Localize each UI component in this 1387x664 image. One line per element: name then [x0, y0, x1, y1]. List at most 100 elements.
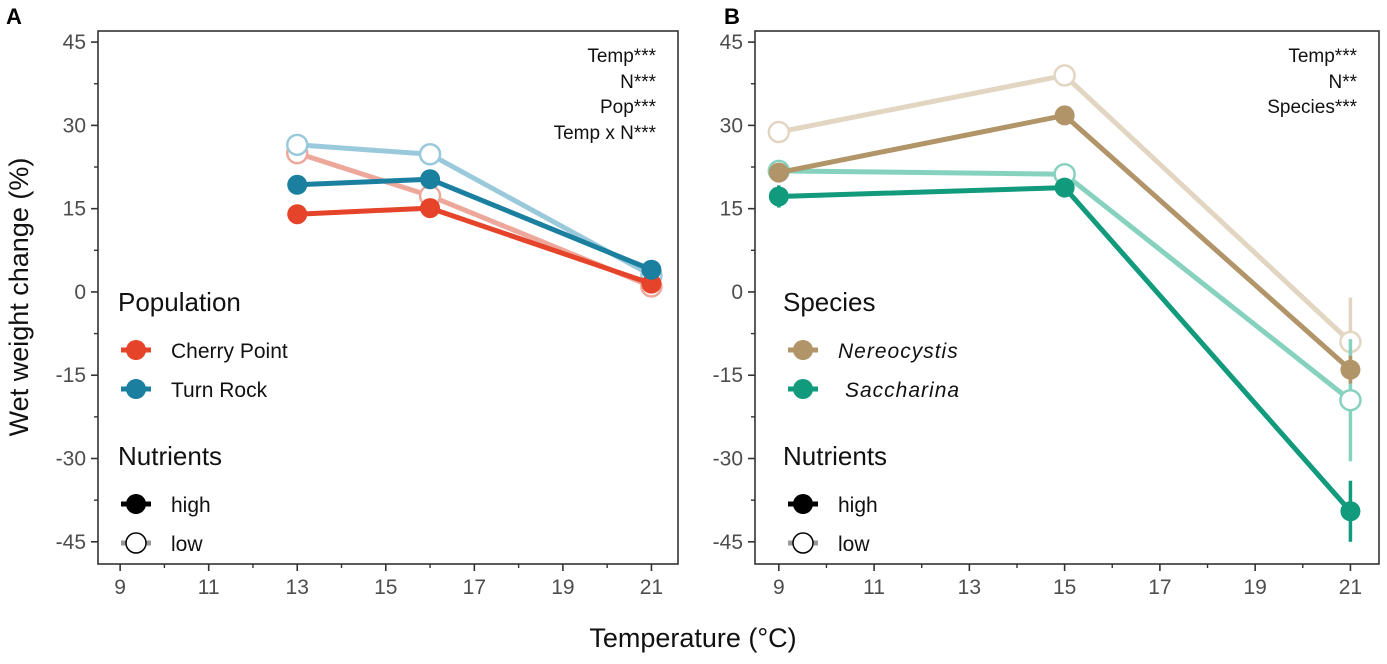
x-tick-label: 15 — [374, 576, 397, 599]
y-tick-label: 0 — [74, 281, 86, 304]
x-tick-label: 17 — [1148, 576, 1171, 599]
y-tick-label: -30 — [713, 448, 743, 471]
legend-item-cherry-point: Cherry Point — [121, 340, 288, 363]
legend-marker — [793, 494, 813, 514]
y-axis: 45 30 15 0 -15 -30 -45 — [713, 31, 755, 554]
legend-marker — [125, 532, 147, 554]
y-tick-label: -15 — [713, 364, 743, 387]
legend-label: low — [171, 533, 203, 556]
stat-line: N** — [1328, 72, 1357, 93]
legend-nutrients: Nutrients high low — [783, 441, 887, 556]
data-point — [285, 133, 309, 157]
data-point — [418, 143, 442, 166]
series-cherry-point-high — [287, 198, 662, 294]
plot-border — [754, 30, 1380, 565]
x-axis: 9 11 13 15 17 19 21 — [773, 564, 1362, 599]
series-nereocystis-high — [768, 105, 1361, 384]
panel-label: A — [6, 4, 22, 29]
panel-a: A 45 30 15 0 -15 -30 -45 9 11 13 15 17 19 21 Temp***… — [6, 4, 679, 599]
data-point — [1054, 105, 1075, 126]
series-saccharina-high — [768, 177, 1361, 542]
data-series — [285, 133, 663, 298]
y-tick-label: 45 — [63, 31, 86, 54]
x-tick-label: 21 — [1339, 576, 1362, 599]
series-turn-rock-high — [287, 169, 662, 280]
legend-marker — [126, 494, 146, 514]
stat-line: Pop*** — [600, 97, 657, 118]
stat-line: Species*** — [1267, 97, 1357, 118]
data-point — [1054, 177, 1075, 198]
legend-label: Turn Rock — [171, 379, 268, 402]
x-tick-label: 19 — [1243, 576, 1266, 599]
y-tick-label: -15 — [56, 364, 86, 387]
data-point — [641, 273, 662, 294]
legend-item-nereocystis: Nereocystis — [788, 340, 959, 363]
legend-item-high: high — [788, 494, 878, 517]
stats-annotation: Temp*** N*** Pop*** Temp x N*** — [554, 46, 657, 144]
legend-item-turn-rock: Turn Rock — [121, 379, 268, 402]
data-point — [420, 198, 441, 219]
x-tick-label: 11 — [863, 576, 885, 599]
data-point — [287, 174, 308, 195]
legend-label: Nereocystis — [838, 340, 959, 363]
x-tick-label: 15 — [1053, 576, 1076, 599]
legend-marker — [793, 340, 813, 360]
y-axis: 45 30 15 0 -15 -30 -45 — [56, 31, 98, 554]
x-tick-label: 9 — [114, 576, 126, 599]
x-tick-label: 17 — [463, 576, 486, 599]
legend-marker — [792, 532, 814, 554]
x-tick-label: 13 — [958, 576, 981, 599]
stat-line: Temp x N*** — [554, 123, 657, 144]
series-line — [778, 168, 1352, 403]
data-point — [641, 259, 662, 280]
y-tick-label: -30 — [56, 448, 86, 471]
legend-marker — [793, 379, 813, 399]
legend-item-low: low — [788, 532, 870, 556]
y-tick-label: 0 — [731, 281, 743, 304]
y-axis-title: Wet weight change (%) — [4, 158, 34, 437]
legend-population: Population Cherry Point Turn Rock — [118, 287, 288, 402]
data-point — [1340, 501, 1361, 522]
legend-marker — [126, 379, 146, 399]
plot-border — [97, 30, 679, 565]
legend-title: Nutrients — [783, 441, 887, 471]
stat-line: Temp*** — [1288, 46, 1357, 67]
data-point — [420, 169, 441, 190]
stats-annotation: Temp*** N** Species*** — [1267, 46, 1357, 118]
y-tick-label: 45 — [720, 31, 743, 54]
y-tick-label: 30 — [63, 114, 86, 137]
x-axis-title: Temperature (°C) — [589, 623, 796, 653]
x-tick-label: 11 — [198, 576, 220, 599]
legend-item-high: high — [121, 494, 211, 517]
legend-title: Population — [118, 287, 241, 317]
y-tick-label: 15 — [63, 198, 86, 221]
data-point — [1340, 359, 1361, 380]
y-tick-label: 15 — [720, 198, 743, 221]
legend-label: low — [838, 533, 870, 556]
legend-label: high — [838, 494, 878, 517]
panel-b: B 45 30 15 0 -15 -30 -45 9 11 13 15 17 19 21 Temp***… — [713, 4, 1380, 599]
data-point — [287, 204, 308, 225]
legend-species: Species Nereocystis Saccharina — [783, 287, 959, 402]
legend-item-low: low — [121, 532, 203, 556]
stat-line: N*** — [620, 72, 657, 93]
data-series — [767, 64, 1362, 542]
legend-title: Species — [783, 287, 876, 317]
x-tick-label: 21 — [640, 576, 663, 599]
legend-label: Cherry Point — [171, 340, 288, 363]
data-point — [767, 120, 791, 144]
y-tick-label: 30 — [720, 114, 743, 137]
y-tick-label: -45 — [713, 531, 743, 554]
legend-marker — [126, 340, 146, 360]
y-tick-label: -45 — [56, 531, 86, 554]
stat-line: Temp*** — [587, 46, 656, 67]
legend-item-saccharina: Saccharina — [788, 379, 959, 402]
series-cherry-point-low — [285, 141, 663, 298]
legend-label: high — [171, 494, 211, 517]
x-tick-label: 13 — [286, 576, 309, 599]
data-point — [768, 162, 789, 183]
data-point — [1053, 64, 1076, 87]
x-axis: 9 11 13 15 17 19 21 — [114, 564, 663, 599]
data-point — [1339, 388, 1362, 412]
panel-label: B — [724, 4, 740, 29]
